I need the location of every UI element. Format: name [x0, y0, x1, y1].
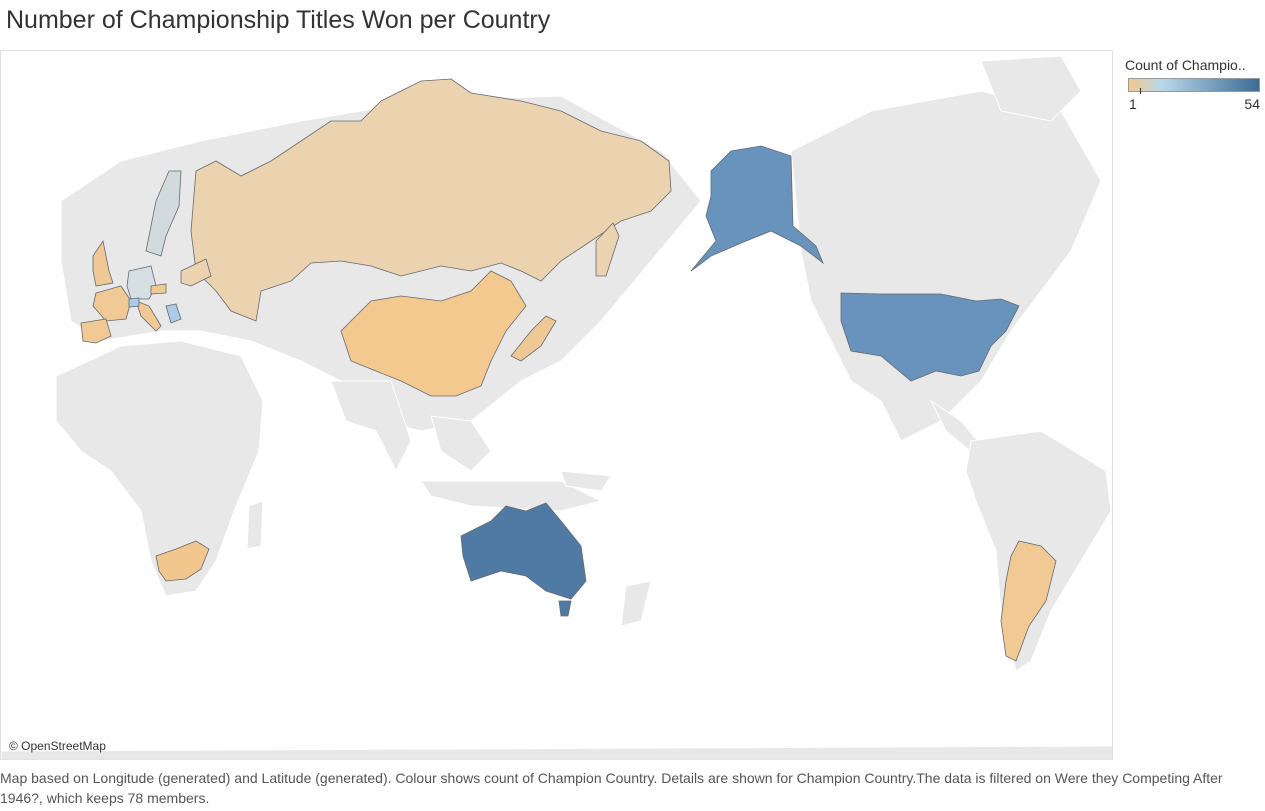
map-caption: Map based on Longitude (generated) and L…	[0, 768, 1260, 808]
map-view[interactable]: © OpenStreetMap	[0, 50, 1113, 760]
country-switzerland[interactable]	[129, 298, 139, 307]
map-attribution[interactable]: © OpenStreetMap	[9, 739, 106, 753]
country-czechia[interactable]	[151, 284, 166, 294]
legend-gradient-bar	[1128, 78, 1260, 92]
color-legend: Count of Champio.. 1 54	[1121, 50, 1263, 116]
world-map[interactable]	[1, 51, 1113, 760]
legend-tick	[1140, 88, 1141, 94]
country-australia-tasmania[interactable]	[559, 601, 571, 616]
chart-title: Number of Championship Titles Won per Co…	[6, 6, 550, 35]
legend-min-label: 1	[1129, 96, 1137, 112]
legend-title: Count of Champio..	[1125, 57, 1246, 73]
country-australia[interactable]	[461, 503, 586, 599]
legend-max-label: 54	[1244, 96, 1260, 112]
